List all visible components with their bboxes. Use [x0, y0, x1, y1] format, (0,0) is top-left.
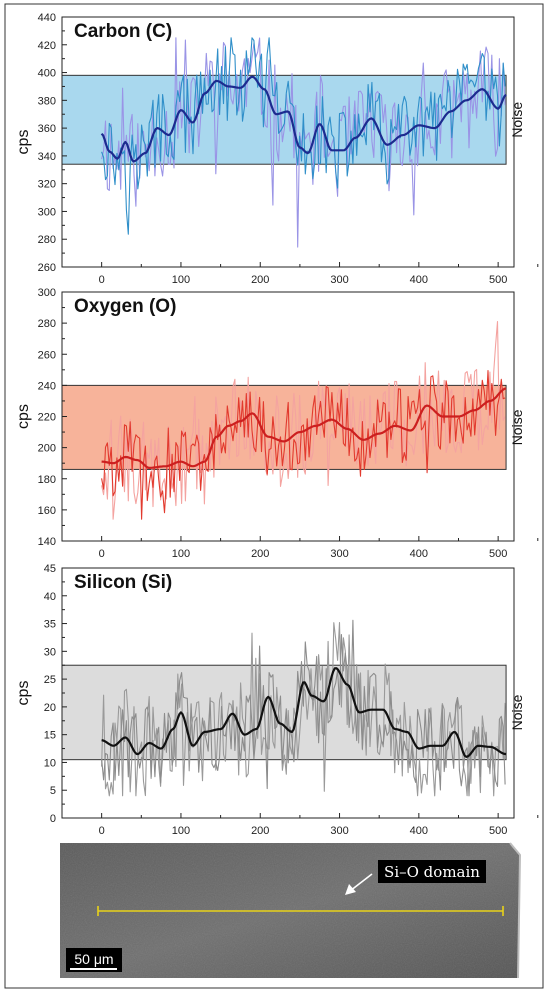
y-tick-label: 440 [38, 12, 56, 24]
chart-title: Carbon (C) [74, 21, 172, 42]
y-tick-label: 300 [38, 287, 56, 299]
y-tick-label: 140 [38, 536, 56, 548]
y-tick-label: 340 [38, 151, 56, 163]
y-tick-label: 25 [44, 674, 56, 686]
y-tick-label: 280 [38, 318, 56, 330]
silicon-panel: 0 5 10 15 20 25 30 35 40 45 0 100 200 300 400 500 Silico… [15, 563, 539, 837]
y-tick-label: 260 [38, 262, 56, 274]
x-tick-label: 300 [330, 274, 348, 286]
annotation-arrow-shaft [349, 873, 373, 892]
x-tick-label: 400 [410, 548, 428, 560]
x-tick-label: 100 [172, 548, 190, 560]
y-tick-label: 380 [38, 95, 56, 107]
figure-border [4, 3, 544, 989]
y-tick-label: 160 [38, 505, 56, 517]
y-tick-label: 30 [44, 646, 56, 658]
x-tick-label: 200 [251, 548, 269, 560]
y-tick-label: 420 [38, 40, 56, 52]
y-tick-label: 15 [44, 730, 56, 742]
noise-band-label: Noise [509, 102, 525, 138]
y-tick-label: 320 [38, 179, 56, 191]
chart-title: Silicon (Si) [74, 572, 172, 593]
y-tick-label: 260 [38, 349, 56, 361]
y-tick-label: 300 [38, 206, 56, 218]
y-tick-label: 10 [44, 757, 56, 769]
y-tick-label: 220 [38, 412, 56, 424]
y-tick-label: 180 [38, 474, 56, 486]
annotation-box [378, 860, 486, 883]
y-axis-label: cps [15, 130, 32, 155]
oxygen-panel: 140 160 180 200 220 240 260 280 300 0 100 200 300 400… [15, 287, 539, 560]
x-tick-label: 200 [251, 274, 269, 286]
x-tick-label: 0 [99, 274, 105, 286]
raw-signal-raw-b [101, 619, 506, 797]
annotation-arrowhead [345, 884, 356, 895]
carbon-panel: 260 280 300 320 340 360 380 400 420 440 0 100 200 300… [15, 12, 539, 286]
chart-title: Oxygen (O) [74, 296, 176, 317]
y-tick-label: 200 [38, 443, 56, 455]
y-tick-label: 40 [44, 591, 56, 603]
y-tick-label: 45 [44, 563, 56, 575]
smoothed-signal [100, 75, 507, 163]
x-tick-label: 300 [330, 548, 348, 560]
scale-bar-label: 50 μm [74, 951, 113, 967]
x-tick-label: 400 [410, 274, 428, 286]
smoothed-signal [101, 667, 507, 759]
x-tick-label: 0 [99, 825, 105, 837]
x-tick-label: 400 [410, 825, 428, 837]
y-tick-label: 35 [44, 619, 56, 631]
noise-band-label: Noise [509, 409, 525, 445]
y-tick-label: 400 [38, 68, 56, 80]
y-axis-label: cps [15, 404, 32, 429]
y-tick-label: 5 [50, 785, 56, 797]
annotation-label: Si–O domain [384, 863, 480, 881]
smoothed-signal [101, 387, 507, 469]
micrograph-edge [509, 842, 522, 979]
x-tick-label: 200 [251, 825, 269, 837]
sem-micrograph: Si–O domain 50 μm [60, 842, 522, 979]
y-tick-label: 0 [50, 813, 56, 825]
raw-signal-raw-b [101, 37, 506, 235]
raw-signal-raw-b [101, 370, 506, 520]
x-tick-label: 500 [489, 548, 507, 560]
y-tick-label: 20 [44, 702, 56, 714]
y-axis-label: cps [15, 681, 32, 706]
x-tick-label: 500 [489, 825, 507, 837]
x-tick-label: 300 [330, 825, 348, 837]
noise-band-label: Noise [509, 694, 525, 730]
x-tick-label: 100 [172, 274, 190, 286]
x-tick-label: 100 [172, 825, 190, 837]
y-tick-label: 360 [38, 123, 56, 135]
x-tick-label: 500 [489, 274, 507, 286]
y-tick-label: 240 [38, 380, 56, 392]
x-tick-label: 0 [99, 548, 105, 560]
y-tick-label: 280 [38, 234, 56, 246]
